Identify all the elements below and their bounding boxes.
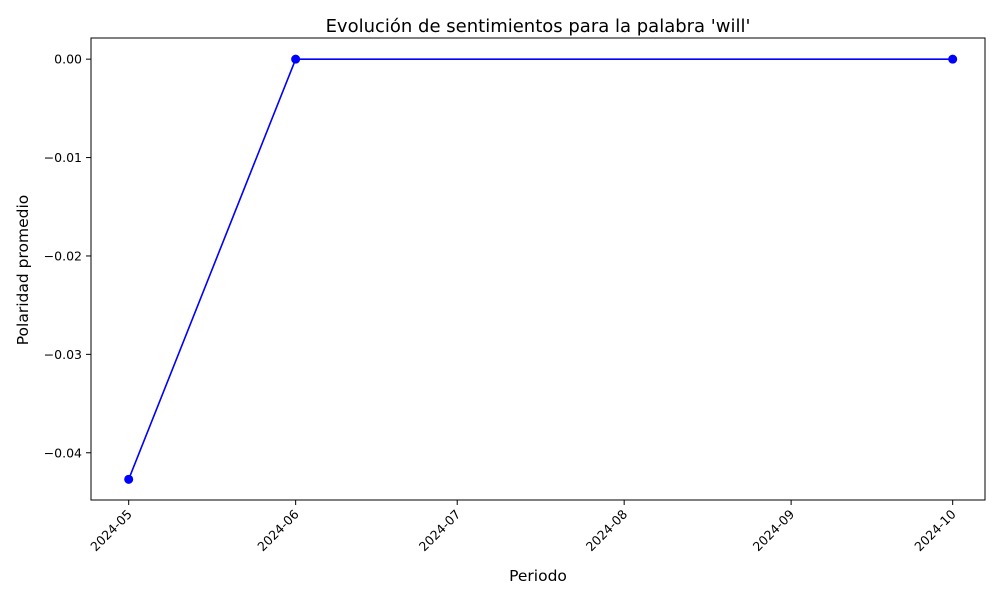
x-tick-label: 2024-09: [750, 506, 798, 554]
x-tick-label: 2024-07: [416, 507, 464, 555]
data-point: [291, 54, 301, 64]
y-axis-label: Polaridad promedio: [14, 195, 32, 345]
series-line: [127, 58, 953, 480]
chart-title: Evolución de sentimientos para la palabr…: [326, 16, 751, 37]
y-tick-label: −0.02: [44, 248, 82, 263]
x-tick-label: 2024-10: [911, 506, 959, 554]
x-axis-label: Periodo: [509, 567, 567, 585]
data-point: [948, 54, 958, 64]
data-point: [124, 474, 134, 484]
y-tick-label: −0.01: [44, 150, 82, 165]
x-tick-label: 2024-06: [254, 506, 302, 554]
y-tick-label: 0.00: [54, 52, 82, 67]
y-tick-label: −0.04: [44, 445, 82, 460]
axes-frame: [90, 37, 986, 501]
x-tick-label: 2024-08: [583, 506, 631, 554]
y-tick-label: −0.03: [44, 347, 82, 362]
plot-area: 2024-05 2024-06 2024-07 2024-08 2024-09 2024-…: [44, 37, 986, 555]
x-tick-label: 2024-05: [87, 507, 135, 555]
